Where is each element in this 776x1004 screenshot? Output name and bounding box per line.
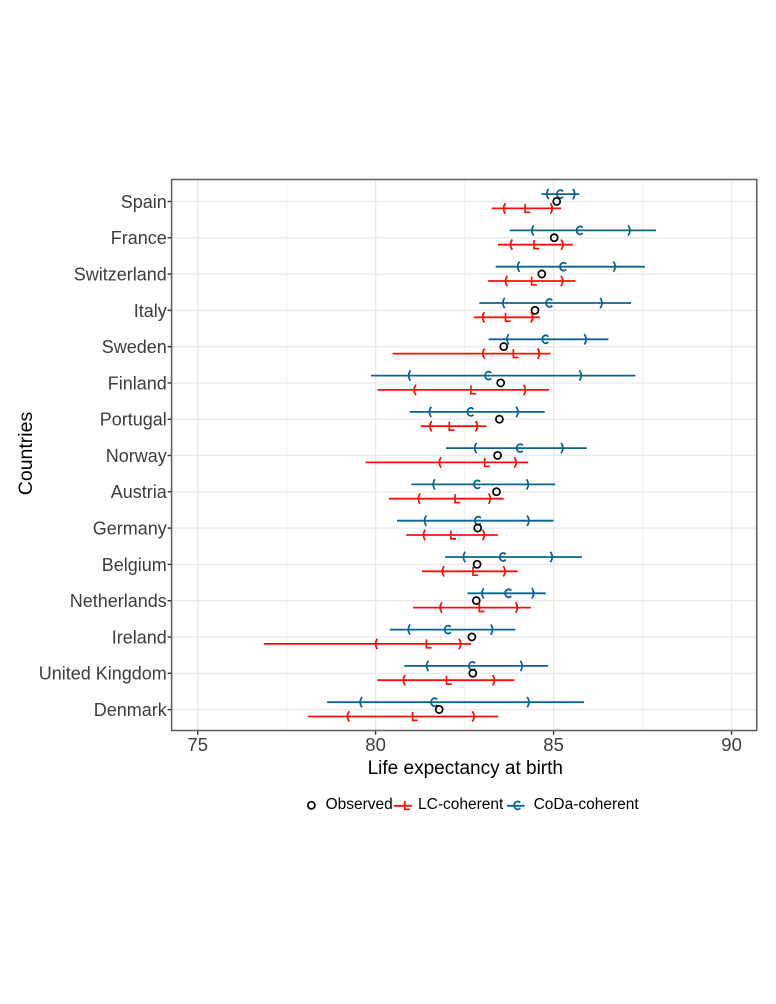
svg-text:Norway: Norway [106, 446, 167, 466]
svg-text:Switzerland: Switzerland [74, 265, 167, 285]
svg-text:90: 90 [721, 734, 742, 755]
svg-text:Spain: Spain [121, 192, 167, 212]
svg-text:Countries: Countries [15, 412, 37, 496]
svg-text:Denmark: Denmark [94, 700, 168, 720]
svg-text:85: 85 [543, 734, 564, 755]
svg-text:Ireland: Ireland [112, 627, 167, 647]
svg-text:Netherlands: Netherlands [70, 591, 167, 611]
svg-text:Finland: Finland [108, 373, 167, 393]
svg-text:Germany: Germany [93, 519, 167, 539]
svg-text:CoDa-coherent: CoDa-coherent [534, 796, 640, 813]
svg-text:France: France [111, 228, 167, 248]
svg-text:Observed: Observed [326, 796, 393, 813]
svg-text:Life expectancy at birth: Life expectancy at birth [368, 758, 563, 779]
svg-text:Portugal: Portugal [100, 410, 167, 430]
svg-text:80: 80 [365, 734, 386, 755]
svg-text:Sweden: Sweden [102, 337, 167, 357]
svg-text:Austria: Austria [111, 482, 168, 502]
svg-text:Belgium: Belgium [102, 555, 167, 575]
svg-text:LC-coherent: LC-coherent [418, 796, 504, 813]
svg-text:United Kingdom: United Kingdom [39, 664, 167, 684]
svg-text:Italy: Italy [134, 301, 167, 321]
svg-text:75: 75 [187, 734, 208, 755]
